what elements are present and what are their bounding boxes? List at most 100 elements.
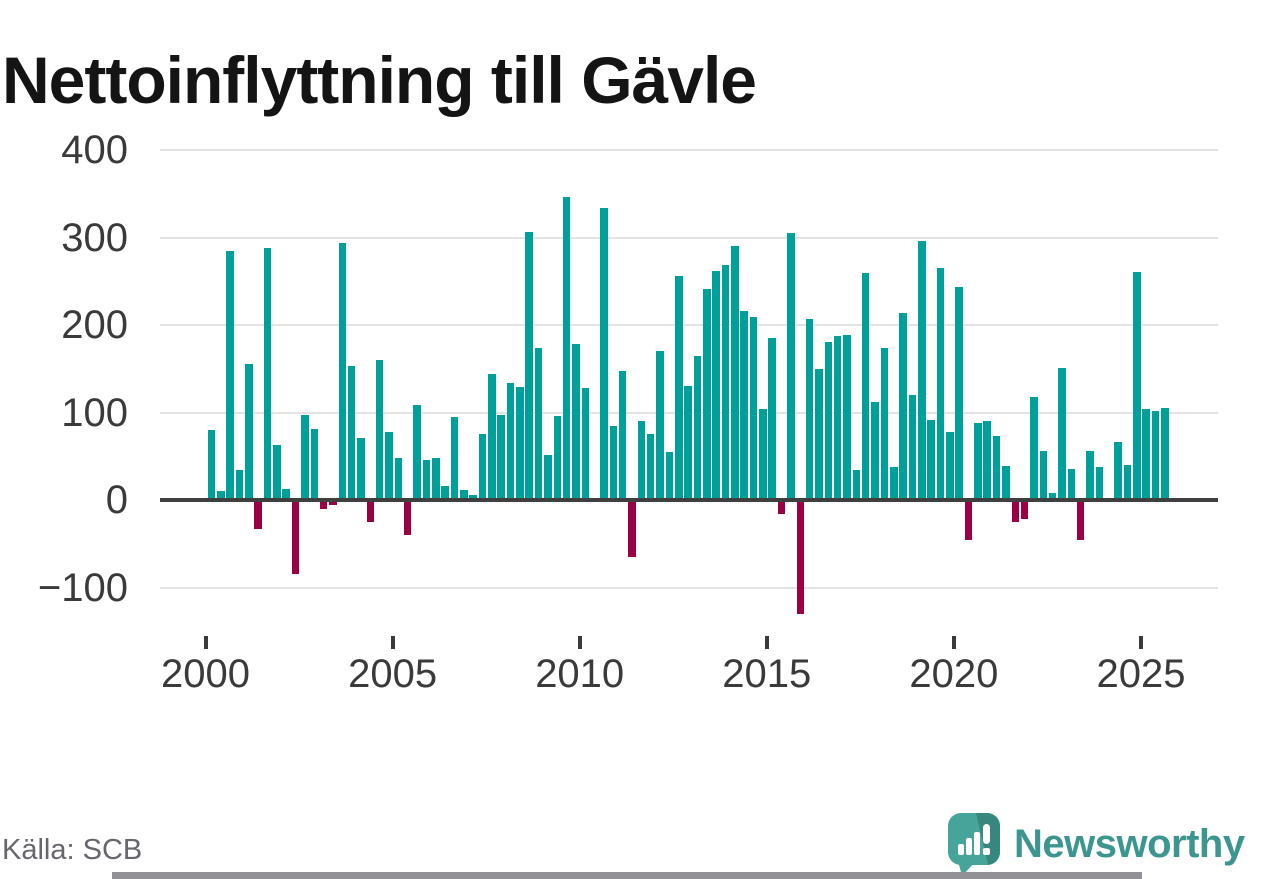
bar-2008Q1 [506,383,515,501]
y-tick-label-0: 0 [105,478,128,523]
x-tick-label-2000: 2000 [161,652,250,696]
bar-2020Q2 [964,500,973,540]
bar-2003Q1 [319,500,328,509]
bar-2004Q3 [375,360,384,501]
bar-2020Q3 [974,423,982,501]
x-tick-2010 [577,636,582,649]
x-tick-label-2020: 2020 [909,652,999,696]
bar-2016Q3 [824,341,833,501]
bar-2000Q2 [217,490,225,501]
bar-2005Q1 [394,458,403,501]
y-tick-label-200: 200 [61,303,128,348]
bar-2009Q2 [553,416,562,501]
bar-2008Q4 [534,348,543,501]
gridline-200 [160,324,1218,327]
bar-2000Q3 [226,250,234,501]
bar-2015Q1 [768,337,776,501]
bar-2000Q4 [235,470,244,501]
bar-2002Q2 [291,500,300,574]
bar-2017Q1 [843,334,851,501]
bar-2025Q1 [1142,409,1150,501]
bar-2013Q1 [693,355,702,501]
bar-2006Q1 [432,458,440,501]
bar-2011Q4 [646,433,655,501]
bar-2004Q1 [357,438,365,501]
bar-2012Q2 [665,452,674,501]
bar-2007Q4 [497,415,505,501]
bar-2011Q3 [637,421,646,501]
bar-2016Q4 [833,335,842,501]
bar-2018Q2 [890,466,898,501]
bar-2007Q1 [469,494,477,501]
bar-2019Q3 [936,267,945,501]
bar-2021Q3 [1011,500,1019,523]
bar-2000Q1 [207,430,216,501]
chart-title: Nettoinflyttning till Gävle [2,43,757,118]
bar-2023Q3 [1086,451,1094,501]
zero-axis-line [160,498,1218,503]
bar-2011Q1 [618,370,627,501]
bar-2006Q3 [450,417,459,501]
bar-2002Q1 [282,488,290,501]
bar-2004Q2 [366,500,375,523]
bar-2007Q2 [478,433,487,501]
bar-2020Q1 [955,286,963,501]
y-tick-label-300: 300 [61,215,128,260]
x-tick-label-2015: 2015 [722,652,812,696]
x-tick-label-2005: 2005 [348,652,438,696]
bar-2017Q3 [861,272,870,501]
bar-2008Q3 [525,231,533,501]
bar-2003Q3 [338,243,347,501]
bar-2002Q4 [310,429,318,501]
newsworthy-wordmark: Newsworthy [1014,821,1245,866]
bar-2001Q2 [254,500,262,530]
bar-2021Q1 [992,436,1001,501]
bar-2018Q3 [899,313,907,501]
bar-2012Q3 [675,276,683,501]
bar-2012Q4 [684,385,692,501]
bar-2008Q2 [516,386,524,501]
bar-2009Q3 [562,196,571,501]
bar-2013Q3 [712,271,720,501]
bar-2025Q2 [1151,411,1160,501]
bar-2022Q3 [1048,493,1057,501]
y-tick-label--100: −100 [37,565,128,610]
bar-2003Q2 [329,500,337,506]
x-tick-2020 [951,636,956,649]
bar-2023Q2 [1076,500,1085,540]
bar-2016Q2 [815,369,823,501]
bar-2016Q1 [805,319,814,501]
bar-2015Q2 [777,500,786,515]
bar-2022Q1 [1030,397,1038,501]
source-label: Källa: SCB [2,834,143,866]
bar-2005Q2 [403,500,412,536]
bar-2019Q2 [927,419,935,501]
bar-2001Q3 [263,248,272,501]
newsworthy-logo[interactable]: Newsworthy [946,812,1262,876]
gridline-300 [160,236,1218,239]
bar-2020Q4 [983,420,991,501]
bar-2023Q1 [1067,468,1076,501]
bar-2014Q1 [731,245,739,501]
bar-2014Q3 [749,316,758,501]
bar-2023Q4 [1095,466,1104,501]
bar-2010Q4 [609,425,618,501]
bar-2014Q4 [759,409,767,501]
gridline--100 [160,586,1218,589]
bar-2017Q2 [852,470,861,501]
bar-2024Q3 [1123,465,1132,501]
bar-2021Q4 [1020,500,1029,520]
bar-2005Q4 [422,459,431,501]
bar-2022Q2 [1039,451,1048,501]
bar-2018Q4 [908,395,917,501]
bar-2006Q4 [460,489,468,501]
bar-2004Q4 [385,431,393,501]
bar-2002Q3 [301,415,309,501]
bar-2018Q1 [880,348,889,501]
y-tick-label-100: 100 [61,390,128,435]
x-tick-2005 [390,636,395,649]
bottom-scrollbar[interactable] [112,872,1142,879]
bar-2015Q4 [796,500,805,614]
bar-2024Q4 [1133,271,1141,501]
